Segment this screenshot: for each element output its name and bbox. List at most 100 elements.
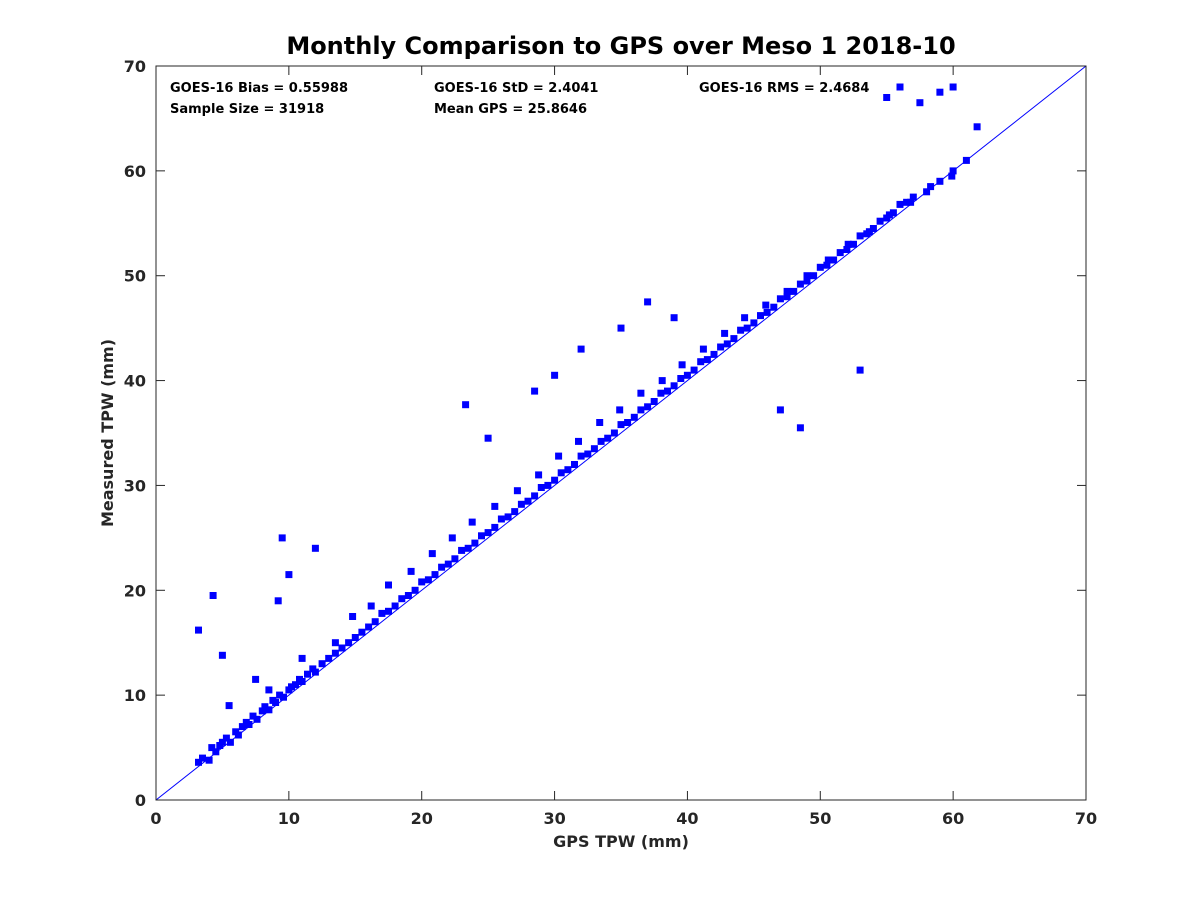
data-point	[491, 523, 499, 531]
y-axis-ticks: 0 10 20 30 40 50 60 70	[124, 57, 1086, 810]
data-point	[710, 350, 718, 358]
data-point	[407, 567, 415, 575]
y-tick-label: 40	[124, 372, 146, 391]
data-point	[331, 649, 339, 657]
data-point	[451, 555, 459, 563]
data-point	[741, 314, 749, 322]
data-point	[763, 308, 771, 316]
data-point	[478, 532, 485, 540]
data-point	[616, 406, 624, 414]
data-point	[195, 626, 202, 634]
data-point	[776, 406, 784, 414]
data-point	[889, 209, 897, 217]
data-point	[258, 707, 266, 715]
data-point	[790, 287, 798, 295]
data-point	[288, 683, 295, 691]
data-point	[351, 634, 359, 641]
data-point	[803, 272, 811, 280]
x-axis-ticks: 0 10 20 30 40 50 60 70	[150, 66, 1097, 828]
y-tick-label: 30	[124, 476, 146, 495]
data-point	[936, 88, 944, 96]
data-point	[411, 586, 419, 594]
y-axis-label: Measured TPW (mm)	[98, 339, 117, 527]
data-point	[703, 356, 711, 364]
data-point	[850, 240, 857, 248]
data-point	[531, 492, 539, 500]
data-point	[391, 602, 399, 610]
data-point	[524, 497, 532, 505]
data-point	[517, 500, 525, 508]
data-point	[757, 312, 764, 320]
data-point	[657, 389, 665, 397]
x-tick-label: 60	[942, 809, 964, 828]
data-point	[212, 748, 220, 756]
chart-title: Monthly Comparison to GPS over Meso 1 20…	[286, 32, 955, 60]
data-point	[544, 481, 552, 489]
data-point	[670, 314, 678, 322]
data-point	[378, 609, 386, 617]
data-point	[535, 471, 543, 479]
data-points	[195, 83, 981, 766]
data-point	[717, 343, 725, 351]
data-point	[597, 437, 605, 445]
data-point	[670, 382, 678, 390]
data-point	[949, 83, 957, 91]
stat-bias: GOES-16 Bias = 0.55988	[170, 81, 348, 96]
data-point	[783, 293, 791, 301]
data-point	[664, 387, 671, 395]
data-point	[537, 484, 545, 491]
data-point	[404, 592, 412, 599]
data-point	[907, 198, 915, 206]
data-point	[448, 534, 456, 542]
plot-area: 0 10 20 30 40 50 60 70 0 10 20 30 40 50 60 70	[124, 57, 1097, 828]
data-point	[444, 560, 452, 568]
data-point	[678, 361, 686, 369]
data-point	[869, 225, 877, 232]
data-point	[398, 595, 406, 603]
data-point	[195, 758, 202, 766]
data-point	[830, 256, 838, 264]
data-point	[617, 421, 625, 429]
data-point	[318, 660, 326, 668]
data-point	[458, 546, 466, 554]
data-point	[584, 450, 592, 458]
data-point	[590, 445, 598, 453]
data-point	[261, 703, 269, 711]
axes-box	[155, 65, 1087, 801]
reference-line	[155, 65, 1087, 801]
data-point	[856, 232, 864, 240]
data-point	[311, 668, 319, 676]
data-point	[816, 263, 824, 271]
data-point	[617, 324, 625, 332]
data-point	[564, 466, 572, 474]
data-point	[750, 319, 758, 327]
data-point	[721, 329, 729, 337]
data-point	[209, 592, 217, 599]
x-tick-label: 40	[676, 809, 698, 828]
data-point	[222, 734, 230, 742]
data-point	[471, 539, 479, 547]
stat-mean-gps: Mean GPS = 25.8646	[434, 102, 587, 117]
data-point	[555, 452, 563, 460]
data-point	[513, 487, 521, 495]
y-tick-label: 50	[124, 267, 146, 286]
data-point	[511, 508, 519, 516]
data-point	[577, 345, 585, 353]
data-point	[896, 83, 904, 91]
data-point	[776, 295, 784, 303]
y-tick-label: 20	[124, 581, 146, 600]
y-tick-label: 60	[124, 162, 146, 181]
data-point	[225, 702, 233, 710]
data-point	[551, 476, 559, 484]
y-tick-label: 10	[124, 686, 146, 705]
data-point	[484, 529, 492, 537]
data-point	[644, 403, 652, 411]
data-point	[298, 654, 306, 662]
data-point	[274, 597, 282, 605]
data-point	[252, 675, 260, 683]
data-point	[424, 576, 432, 584]
data-point	[843, 246, 851, 253]
data-point	[823, 261, 831, 269]
data-point	[677, 375, 685, 382]
